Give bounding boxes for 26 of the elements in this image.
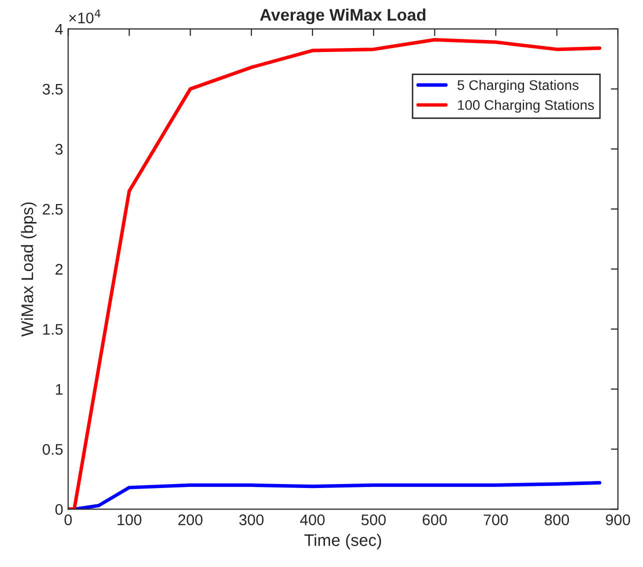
y-tick-label: 1 <box>56 384 63 395</box>
y-tick-label: 0.5 <box>42 444 63 455</box>
x-tick-label: 300 <box>239 514 264 526</box>
x-tick-label: 600 <box>422 514 447 526</box>
legend-label: 5 Charging Stations <box>458 80 578 93</box>
x-tick-label: 200 <box>178 514 202 526</box>
x-axis-title: Time (sec) <box>304 534 382 550</box>
line-series <box>68 38 602 510</box>
y-tick-label: 0 <box>55 504 63 515</box>
y-tick-label: 3.5 <box>42 84 63 95</box>
x-tick-label: 100 <box>118 514 142 526</box>
y-tick-label: 3 <box>55 144 63 155</box>
y-tick-label: 2.5 <box>42 204 63 215</box>
text: ×10$^{4}$ <box>69 10 100 24</box>
x-tick-label: 900 <box>606 514 630 526</box>
y-axis-title: WiMax Load (bps) <box>20 202 37 337</box>
y-tick-label: 2 <box>56 264 63 275</box>
x-tick-label: 500 <box>361 514 386 526</box>
x-tick-label: 0 <box>64 514 72 526</box>
y-tick-label: 4 <box>55 24 63 34</box>
x-tick-label: 800 <box>544 514 569 526</box>
chart-title: Average WiMax Load <box>260 8 426 24</box>
legend-label: 100 Charging Stations <box>458 100 594 113</box>
x-tick-label: 400 <box>300 514 325 526</box>
y-tick-label: 1.5 <box>43 324 63 335</box>
x-tick-label: 700 <box>484 514 508 526</box>
